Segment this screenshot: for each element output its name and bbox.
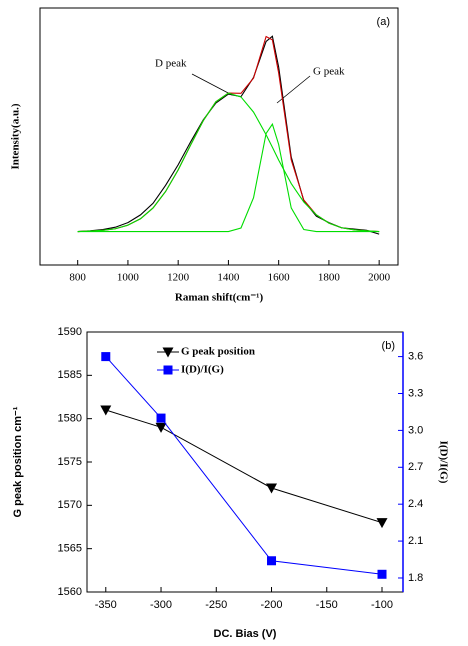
x-tick-label: -350 <box>95 599 117 611</box>
marker <box>155 422 167 433</box>
marker <box>377 569 387 579</box>
y2-tick-label: 3.3 <box>408 387 423 399</box>
panel-label: (a) <box>377 16 390 28</box>
legend-label: G peak position <box>181 346 255 358</box>
arrow <box>191 73 233 96</box>
y-axis-label: G peak position cm⁻¹ <box>12 406 24 517</box>
marker <box>163 365 173 375</box>
y2-tick-label: 2.1 <box>408 535 423 547</box>
y2-tick-label: 3.6 <box>408 351 423 363</box>
series-line <box>77 122 380 233</box>
plot-frame <box>39 7 399 266</box>
legend-label: I(D)/I(G) <box>181 364 224 376</box>
x-tick-label: 1000 <box>117 272 140 284</box>
series-line <box>105 409 383 524</box>
series-line <box>105 356 383 575</box>
x-axis-label: Raman shift(cm⁻¹) <box>175 292 264 304</box>
y-tick-label: 1585 <box>58 369 82 381</box>
marker <box>101 352 111 362</box>
y-tick-label: 1575 <box>58 456 82 468</box>
plot-frame <box>86 331 404 593</box>
x-tick-label: 2000 <box>368 272 391 284</box>
y2-tick-label: 3.0 <box>408 424 423 436</box>
y2-tick-label: 1.8 <box>408 572 423 584</box>
y-tick-label: 1590 <box>58 326 82 338</box>
marker <box>156 413 166 423</box>
panel-label: (b) <box>382 340 395 352</box>
annotation-arrows <box>191 73 311 104</box>
x-tick-label: 1200 <box>167 272 190 284</box>
y-tick-label: 1565 <box>58 543 82 555</box>
marker <box>376 518 388 529</box>
y2-axis-label: I(D)/I(G) <box>437 441 449 484</box>
x-tick-label: -300 <box>150 599 172 611</box>
x-tick-label: -200 <box>261 599 283 611</box>
marker <box>267 556 277 566</box>
series-line <box>77 92 380 233</box>
y2-tick-label: 2.4 <box>408 498 423 510</box>
x-tick-label: -100 <box>371 599 393 611</box>
marker <box>266 483 278 494</box>
x-tick-label: 1800 <box>318 272 341 284</box>
x-tick-label: 800 <box>69 272 86 284</box>
marker <box>100 405 112 416</box>
x-tick-label: -150 <box>316 599 338 611</box>
y-tick-label: 1560 <box>58 586 82 598</box>
marker <box>162 347 174 358</box>
y-axis-label: Intensity(a.u.) <box>10 103 22 169</box>
y-tick-label: 1580 <box>58 413 82 425</box>
y-tick-label: 1570 <box>58 499 82 511</box>
x-tick-label: -250 <box>205 599 227 611</box>
annotation: G peak <box>313 66 345 78</box>
annotation: D peak <box>155 58 187 70</box>
x-axis-label: DC. Bias (V) <box>214 628 277 640</box>
y2-tick-label: 2.7 <box>408 461 423 473</box>
x-tick-label: 1600 <box>268 272 291 284</box>
x-tick-label: 1400 <box>217 272 240 284</box>
